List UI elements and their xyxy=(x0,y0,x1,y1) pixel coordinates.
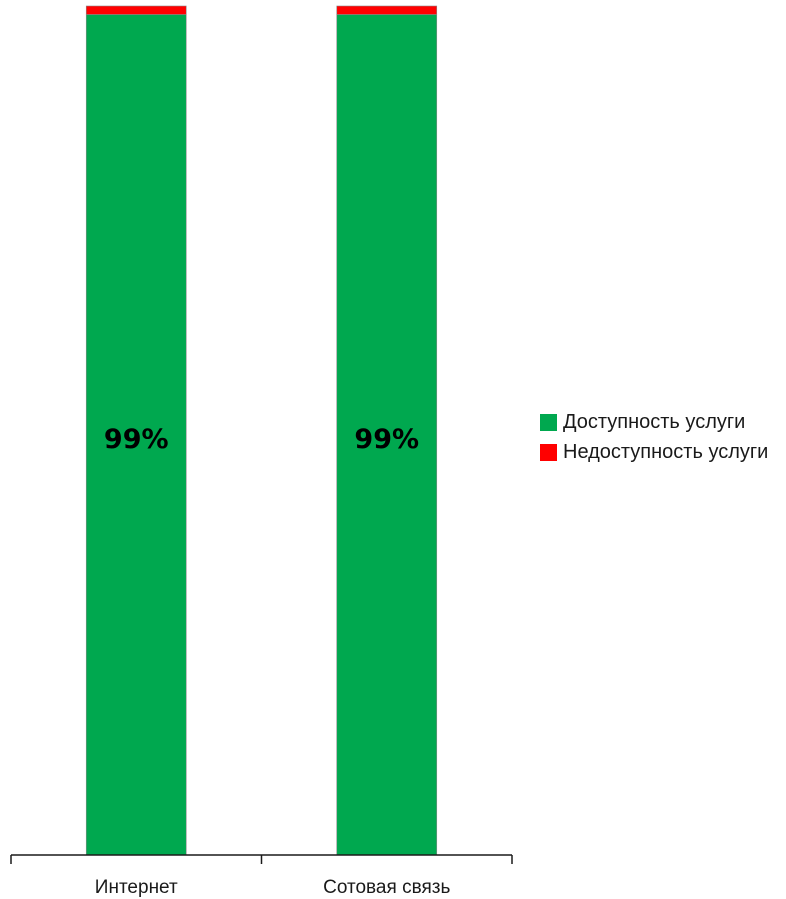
legend-item-available: Доступность услуги xyxy=(540,408,786,436)
data-label-2: 99% xyxy=(354,424,419,455)
legend-label: Недоступность услуги xyxy=(563,441,769,463)
data-label-1: 99% xyxy=(104,424,169,455)
labels-group: 99% Интернет 99% Сотовая связь xyxy=(95,424,451,898)
bar-unavailable-2 xyxy=(336,5,438,15)
legend-swatch xyxy=(540,414,557,431)
bar-available-2 xyxy=(336,14,438,856)
x-tick-label-2: Сотовая связь xyxy=(323,877,450,898)
legend-label: Доступность услуги xyxy=(563,411,746,433)
legend-item-unavailable: Недоступность услуги xyxy=(540,438,786,466)
bars-group xyxy=(85,5,438,856)
x-tick-label-1: Интернет xyxy=(95,877,178,898)
bar-available-1 xyxy=(85,14,187,856)
legend-swatch xyxy=(540,444,557,461)
legend: Доступность услуги Недоступность услуги xyxy=(540,408,786,468)
bar-unavailable-1 xyxy=(85,5,187,15)
x-axis xyxy=(10,854,513,864)
